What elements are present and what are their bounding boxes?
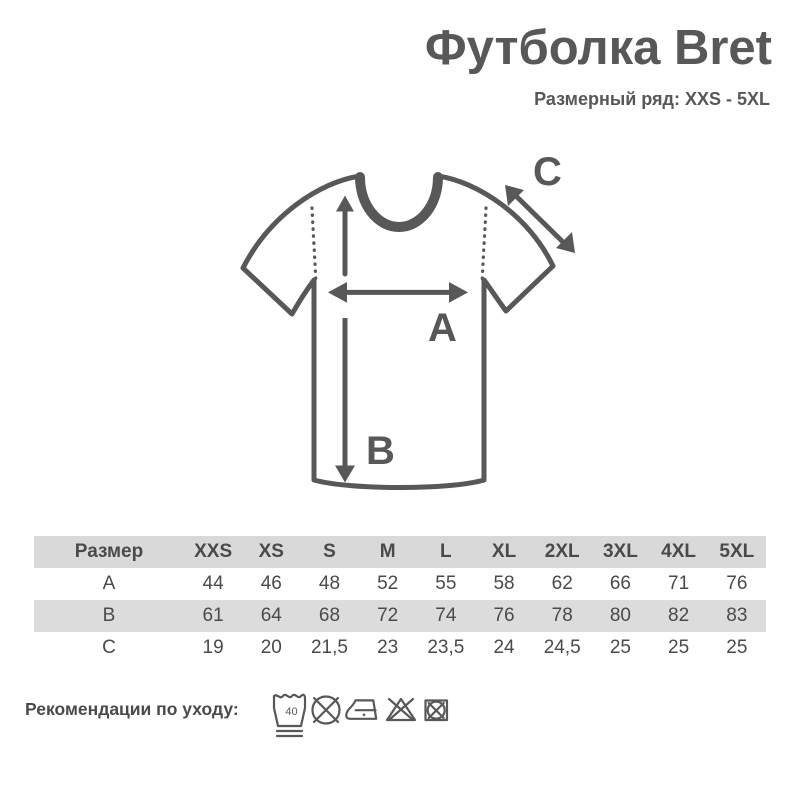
svg-text:40: 40 <box>285 706 297 718</box>
